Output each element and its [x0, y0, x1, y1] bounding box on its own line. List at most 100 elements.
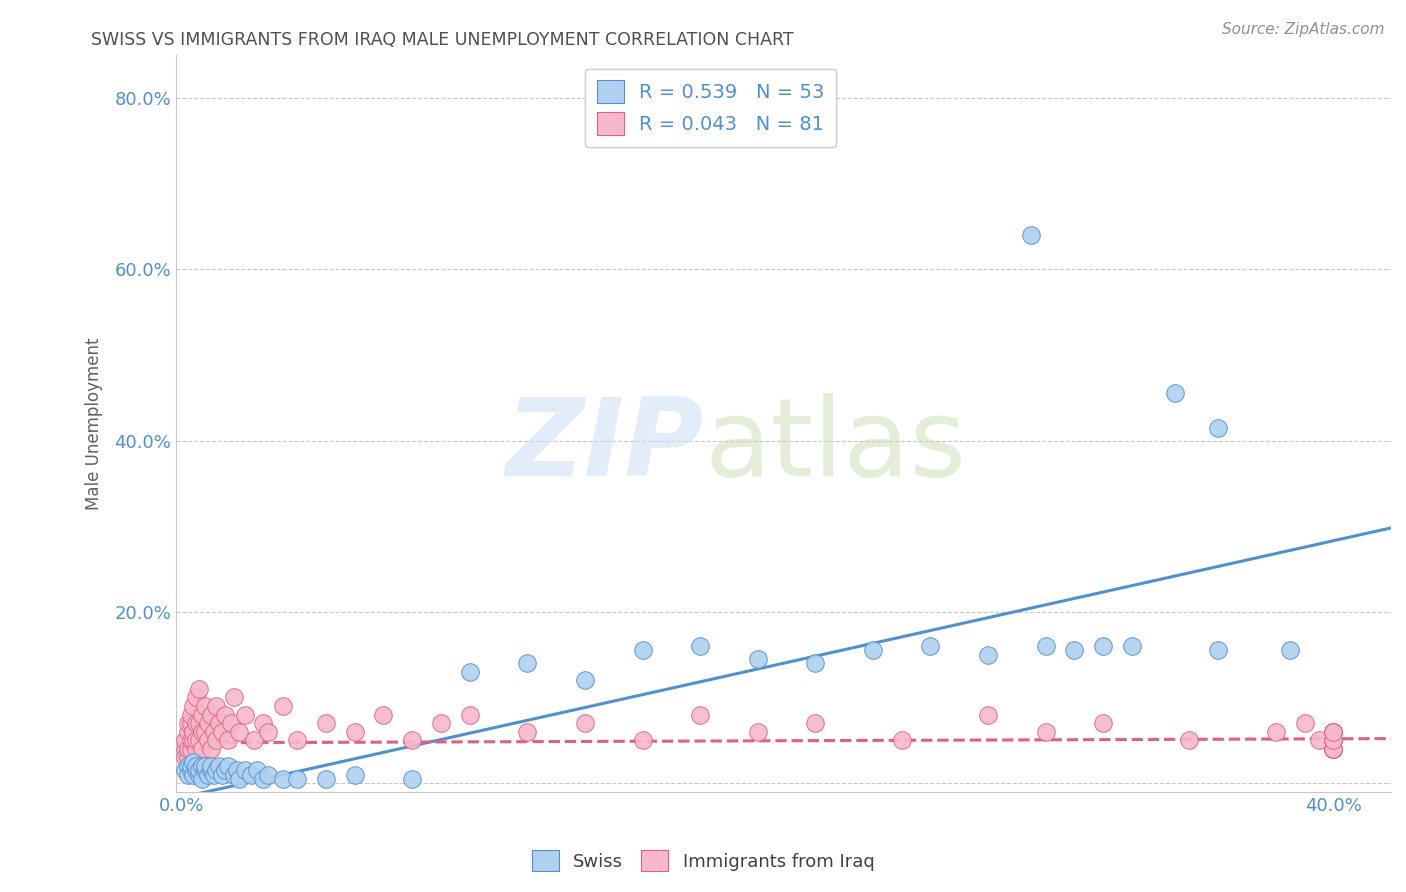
- Point: [1264, 724, 1286, 739]
- Point: [188, 767, 211, 781]
- Point: [176, 750, 198, 764]
- Point: [631, 733, 654, 747]
- Point: [176, 767, 198, 781]
- Text: atlas: atlas: [704, 392, 966, 499]
- Point: [1092, 716, 1115, 731]
- Point: [200, 707, 222, 722]
- Point: [217, 733, 239, 747]
- Point: [197, 716, 219, 731]
- Point: [1206, 420, 1229, 434]
- Point: [1322, 733, 1344, 747]
- Point: [315, 716, 337, 731]
- Point: [689, 707, 711, 722]
- Point: [183, 724, 205, 739]
- Point: [243, 733, 266, 747]
- Legend: R = 0.539   N = 53, R = 0.043   N = 81: R = 0.539 N = 53, R = 0.043 N = 81: [585, 69, 837, 146]
- Point: [516, 657, 538, 671]
- Point: [246, 764, 269, 778]
- Point: [197, 733, 219, 747]
- Point: [574, 716, 596, 731]
- Point: [191, 724, 214, 739]
- Point: [285, 733, 308, 747]
- Point: [183, 767, 205, 781]
- Point: [1322, 742, 1344, 756]
- Point: [228, 772, 250, 786]
- Point: [1322, 724, 1344, 739]
- Point: [1322, 733, 1344, 747]
- Point: [173, 742, 195, 756]
- Point: [180, 707, 202, 722]
- Point: [176, 742, 198, 756]
- Point: [1035, 724, 1057, 739]
- Point: [1035, 639, 1057, 653]
- Point: [1121, 639, 1143, 653]
- Point: [194, 764, 217, 778]
- Point: [401, 772, 423, 786]
- Point: [191, 707, 214, 722]
- Point: [747, 652, 769, 666]
- Point: [1322, 733, 1344, 747]
- Point: [920, 639, 942, 653]
- Point: [890, 733, 912, 747]
- Point: [1178, 733, 1201, 747]
- Point: [214, 764, 236, 778]
- Point: [1164, 386, 1187, 401]
- Point: [252, 772, 274, 786]
- Point: [180, 716, 202, 731]
- Text: Source: ZipAtlas.com: Source: ZipAtlas.com: [1222, 22, 1385, 37]
- Point: [689, 639, 711, 653]
- Point: [1322, 733, 1344, 747]
- Point: [315, 772, 337, 786]
- Point: [214, 707, 236, 722]
- Point: [176, 724, 198, 739]
- Point: [180, 733, 202, 747]
- Point: [631, 643, 654, 657]
- Point: [233, 764, 256, 778]
- Text: ZIP: ZIP: [506, 392, 704, 499]
- Point: [205, 764, 228, 778]
- Point: [240, 767, 263, 781]
- Point: [1019, 227, 1042, 242]
- Point: [188, 733, 211, 747]
- Point: [183, 699, 205, 714]
- Point: [188, 681, 211, 696]
- Point: [186, 764, 208, 778]
- Point: [208, 716, 231, 731]
- Point: [233, 707, 256, 722]
- Point: [804, 657, 827, 671]
- Legend: Swiss, Immigrants from Iraq: Swiss, Immigrants from Iraq: [524, 843, 882, 879]
- Point: [202, 767, 225, 781]
- Point: [747, 724, 769, 739]
- Point: [194, 759, 217, 773]
- Point: [186, 759, 208, 773]
- Point: [1279, 643, 1302, 657]
- Point: [211, 767, 233, 781]
- Point: [1322, 742, 1344, 756]
- Point: [197, 767, 219, 781]
- Point: [271, 772, 294, 786]
- Point: [1206, 643, 1229, 657]
- Point: [343, 724, 366, 739]
- Point: [176, 759, 198, 773]
- Point: [200, 742, 222, 756]
- Point: [1322, 724, 1344, 739]
- Point: [373, 707, 395, 722]
- Point: [1294, 716, 1316, 731]
- Text: SWISS VS IMMIGRANTS FROM IRAQ MALE UNEMPLOYMENT CORRELATION CHART: SWISS VS IMMIGRANTS FROM IRAQ MALE UNEMP…: [91, 31, 794, 49]
- Point: [271, 699, 294, 714]
- Point: [1322, 724, 1344, 739]
- Point: [186, 716, 208, 731]
- Point: [804, 716, 827, 731]
- Point: [194, 724, 217, 739]
- Point: [430, 716, 453, 731]
- Point: [977, 648, 1000, 662]
- Point: [228, 724, 250, 739]
- Point: [222, 690, 245, 705]
- Point: [176, 716, 198, 731]
- Point: [180, 742, 202, 756]
- Point: [225, 764, 247, 778]
- Point: [183, 755, 205, 769]
- Point: [183, 733, 205, 747]
- Point: [202, 724, 225, 739]
- Point: [173, 764, 195, 778]
